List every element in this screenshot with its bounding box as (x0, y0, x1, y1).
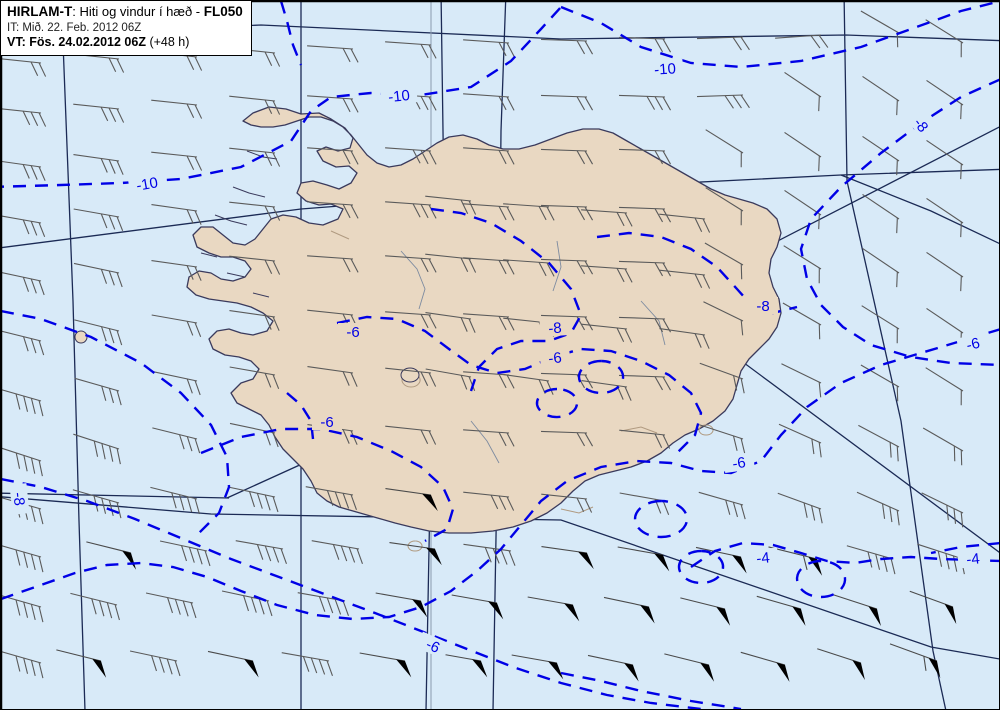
isotherm-label: -4 (756, 549, 771, 567)
isotherm-label: -6 (423, 636, 442, 657)
isotherm-label: -8 (9, 492, 27, 507)
isotherm-label: -4 (966, 550, 981, 568)
westfjords-detail (200, 150, 278, 298)
title-line-issue: IT: Mið. 22. Feb. 2012 06Z (7, 21, 243, 35)
issue-time: Mið. 22. Feb. 2012 06Z (22, 21, 142, 34)
title-line-model: HIRLAM-T: Hiti og vindur í hæð - FL050 (7, 4, 243, 21)
lead-time: (+48 h) (145, 35, 190, 50)
isotherm-label: -6 (731, 454, 747, 473)
offshore-islands (74, 330, 420, 383)
isotherm-label: -10 (654, 60, 677, 78)
parameter-name: Hiti og vindur í hæð - (79, 4, 204, 19)
inland-rivers (400, 240, 666, 464)
issue-label: IT: (7, 21, 23, 34)
valid-time: Fös. 24.02.2012 06Z (29, 35, 146, 50)
isotherm-label: -6 (346, 324, 359, 341)
isotherm-label: -6 (548, 349, 563, 367)
isotherm-label: -8 (548, 320, 562, 338)
model-name: HIRLAM-T (7, 4, 73, 19)
isotherm-label: -10 (135, 174, 159, 195)
title-line-valid: VT: Fös. 24.02.2012 06Z (+48 h) (7, 35, 243, 51)
isotherm-label: -6 (965, 335, 982, 355)
isotherm-labels: -10 -10 -10 -8 -8 (9, 58, 990, 660)
isotherm-label: -6 (320, 414, 333, 431)
valid-label: VT: (7, 35, 30, 50)
flight-level: FL050 (203, 4, 243, 19)
title-separator: : (72, 4, 80, 19)
map-title-box: HIRLAM-T: Hiti og vindur í hæð - FL050 I… (1, 1, 252, 56)
isotherm-label: -10 (387, 87, 410, 106)
isotherm-label: -8 (756, 298, 769, 315)
